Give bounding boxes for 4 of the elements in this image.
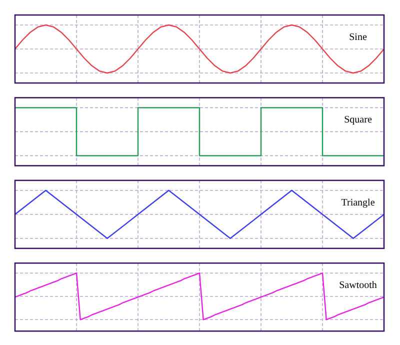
- text: Square: [344, 114, 372, 126]
- text: Sine: [349, 32, 368, 43]
- text: Sawtooth: [339, 280, 377, 292]
- text: Triangle: [341, 197, 376, 208]
